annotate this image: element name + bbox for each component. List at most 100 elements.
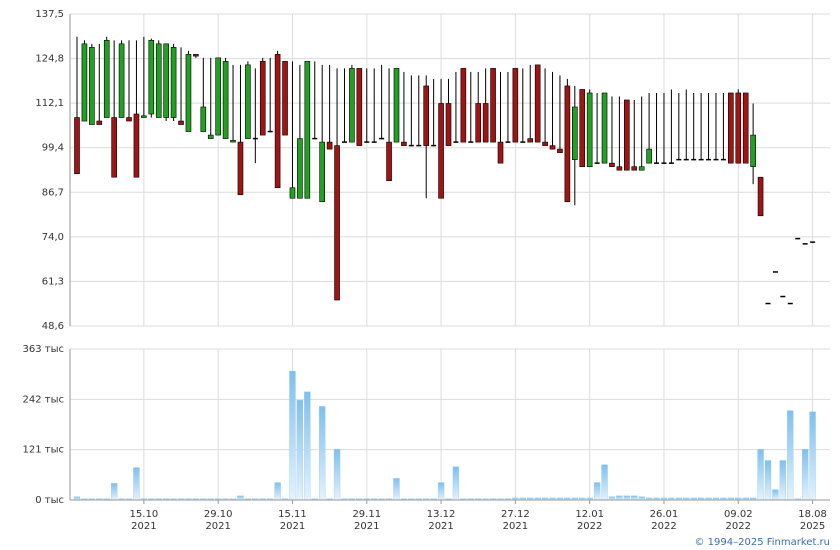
candle-body [81, 43, 88, 122]
y-tick-label: 363 тыс [23, 344, 64, 355]
candle-body [111, 117, 117, 178]
candle-body [497, 141, 504, 164]
candle-body [89, 47, 95, 125]
footer: © 1994–2025 Finmarket.ru [694, 537, 830, 548]
candle-body [616, 166, 623, 171]
volume-bar [616, 495, 623, 501]
volume-bar [809, 411, 816, 501]
candle-body [148, 40, 155, 115]
candle-body [460, 68, 467, 143]
candle-body [609, 162, 615, 167]
candle-body [319, 141, 325, 203]
candle-body [646, 148, 652, 164]
y-tick-label: 137,5 [35, 9, 64, 20]
candle-body [586, 92, 593, 167]
volume-bar [764, 460, 772, 501]
candle-body [757, 176, 764, 217]
y-tick-label: 61,3 [42, 276, 64, 287]
candle-body [237, 141, 244, 196]
y-tick-label: 242 тыс [23, 394, 64, 405]
x-tick-label: 18.08 2025 [798, 509, 827, 532]
x-tick-label: 12.01 2022 [575, 509, 604, 532]
x-tick-label: 15.11 2021 [278, 509, 307, 532]
candle-body [163, 43, 169, 118]
candle-body [386, 141, 392, 182]
candle-body [393, 68, 400, 143]
candle-body [334, 145, 340, 301]
candle-body [728, 92, 734, 164]
y-tick-label: 124,8 [35, 54, 64, 65]
volume-bar [787, 410, 794, 501]
candle-body [230, 140, 236, 143]
candle-body [193, 54, 199, 57]
candle-body [282, 61, 288, 136]
candle-body [735, 92, 742, 164]
candle-body [542, 141, 548, 146]
candle-body [118, 43, 125, 118]
volume-bar [801, 449, 809, 501]
candle-body [170, 47, 177, 118]
candle-body [326, 141, 333, 150]
volume-bar [111, 483, 118, 501]
x-tick-label: 09.02 2022 [724, 509, 753, 532]
candle-body [96, 120, 103, 125]
candle-body [215, 57, 221, 136]
candle-body [445, 103, 452, 146]
volume-bar [631, 495, 638, 501]
volume-bar [437, 482, 445, 501]
candle-body [482, 103, 489, 143]
candle-body [141, 115, 147, 118]
x-tick-label: 29.10 2021 [204, 509, 233, 532]
x-tick-label: 13.12 2021 [427, 509, 456, 532]
volume-bar [133, 467, 140, 501]
candle-body [423, 85, 430, 146]
volume-bar [623, 495, 630, 501]
candle-body [297, 138, 303, 199]
candle-body [572, 106, 578, 160]
x-tick-label: 15.10 2021 [130, 509, 159, 532]
candle-body [438, 103, 444, 199]
candle-body [631, 166, 638, 171]
volume-bar [296, 400, 304, 501]
candle-body [289, 187, 296, 199]
candle-body [549, 145, 556, 150]
candle-body [207, 134, 214, 139]
candle-body [103, 40, 110, 118]
volume-bar [237, 495, 244, 501]
candle-body [126, 117, 132, 122]
volume-bar [289, 370, 296, 501]
candle-body [155, 43, 162, 118]
candle-body [557, 148, 563, 153]
x-tick-label: 26.01 2022 [650, 509, 679, 532]
candle-body [401, 141, 407, 146]
volume-bar [319, 406, 326, 501]
candle-body [490, 68, 496, 143]
candle-body [579, 89, 586, 167]
volume-bar [757, 449, 764, 501]
candle-body [200, 106, 207, 132]
y-tick-label: 48,6 [42, 321, 64, 332]
candle-body [349, 68, 355, 143]
candle-body [527, 138, 534, 143]
volume-bar [333, 449, 341, 501]
volume-bar [304, 391, 311, 501]
candle-body [74, 117, 80, 174]
candle-body [356, 68, 363, 146]
candle-body [534, 64, 541, 143]
volume-bar [452, 466, 460, 501]
candle-body [475, 103, 482, 143]
candle-body [601, 92, 608, 164]
candle-body [245, 64, 251, 139]
candle-body [304, 61, 311, 199]
candle-body [133, 113, 140, 178]
candle-body [185, 54, 192, 132]
x-tick-label: 29.11 2021 [352, 509, 381, 532]
candle-body [222, 61, 229, 139]
volume-bar [393, 478, 400, 501]
candle-body [178, 120, 184, 125]
candle-body [750, 134, 756, 167]
x-tick-label: 27.12 2021 [501, 509, 530, 532]
y-tick-label: 74,0 [42, 232, 64, 243]
candle-body [638, 166, 645, 171]
